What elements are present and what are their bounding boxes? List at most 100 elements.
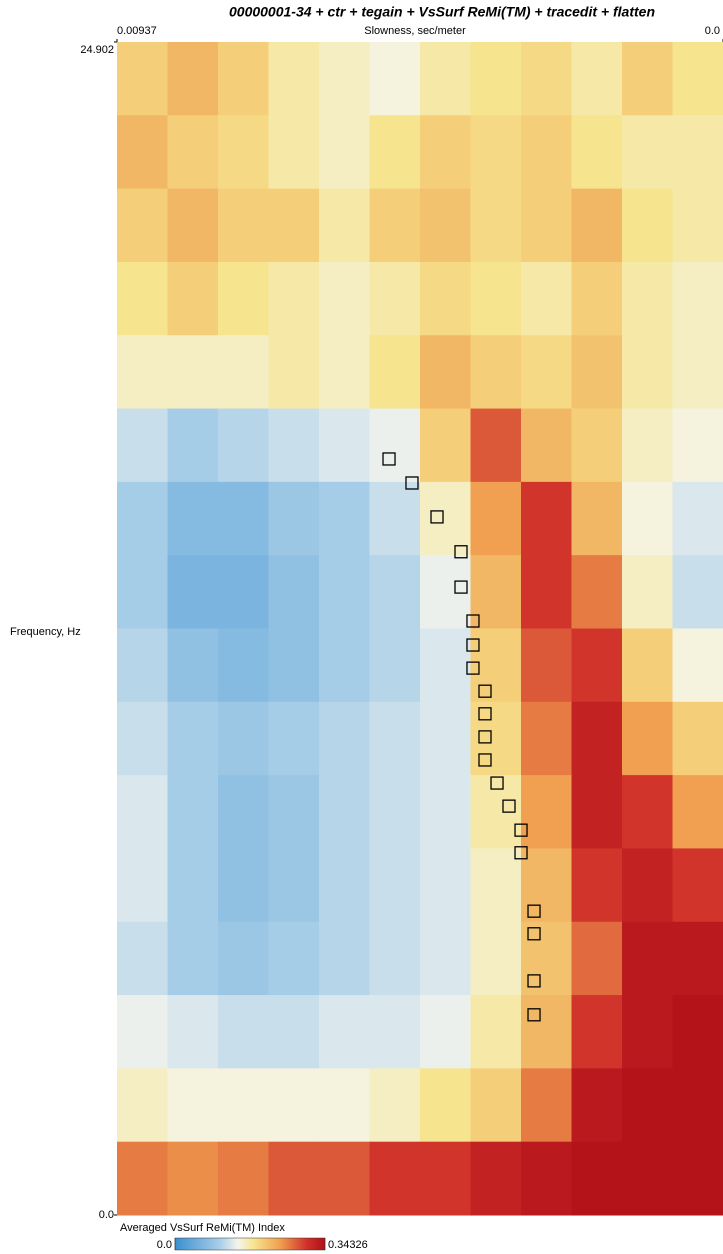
heatmap-cell [117,42,168,116]
heatmap-cell [218,921,269,996]
heatmap-cell [571,701,623,776]
heatmap-cell [268,1068,320,1143]
heatmap-cell [420,775,471,849]
heatmap-cell [521,848,572,923]
heatmap-cell [117,628,168,703]
pick-marker [382,452,396,466]
heatmap-cell [420,1068,471,1143]
heatmap-cell [218,775,269,849]
heatmap-cell [268,1141,320,1216]
pick-marker [466,638,480,652]
y-tick-label: 0.0 [99,1209,114,1221]
heatmap-cell [369,408,421,483]
heatmap-cell [622,628,673,703]
heatmap-cell [268,995,320,1069]
heatmap-cell [672,42,723,116]
heatmap-cell [117,775,168,849]
pick-marker [466,614,480,628]
heatmap-cell [319,481,370,556]
heatmap-cell [319,1068,370,1143]
pick-marker [405,476,419,490]
heatmap-cell [470,408,522,483]
pick-marker [490,776,504,790]
heatmap-cell [521,995,572,1069]
heatmap-cell [319,42,370,116]
heatmap-cell [622,335,673,410]
heatmap-cell [470,261,522,336]
pick-marker [478,753,492,767]
colorbar [174,1237,326,1251]
heatmap-cell [470,335,522,410]
pick-marker [527,927,541,941]
heatmap-cell [470,188,522,263]
pick-marker [502,799,516,813]
heatmap-cell [571,848,623,923]
heatmap-cell [571,115,623,190]
heatmap-cell [672,701,723,776]
heatmap-cell [268,42,320,116]
heatmap-cell [117,115,168,190]
heatmap-cell [521,701,572,776]
heatmap-cell [369,555,421,629]
heatmap-cell [167,1068,219,1143]
heatmap-cell [571,481,623,556]
heatmap-cell [672,995,723,1069]
heatmap-cell [218,408,269,483]
chart-title: 00000001-34 + ctr + tegain + VsSurf ReMi… [229,4,655,20]
heatmap-cell [571,335,623,410]
heatmap-cell [319,188,370,263]
y-axis-label: Frequency, Hz [10,626,81,638]
heatmap-cell [369,995,421,1069]
heatmap-cell [622,408,673,483]
heatmap-cell [369,335,421,410]
heatmap-cell [420,1141,471,1216]
heatmap-cell [268,261,320,336]
heatmap-cell [571,42,623,116]
heatmap-cell [369,115,421,190]
heatmap-cell [117,261,168,336]
heatmap-cell [571,408,623,483]
heatmap-cell [622,701,673,776]
heatmap-cell [622,261,673,336]
heatmap-cell [117,481,168,556]
heatmap-cell [420,995,471,1069]
heatmap-cell [521,628,572,703]
heatmap-cell [268,335,320,410]
heatmap-cell [521,42,572,116]
x-tick-label: 0.00937 [117,25,157,37]
heatmap-cell [672,115,723,190]
heatmap-cell [420,115,471,190]
heatmap-cell [117,995,168,1069]
heatmap-cell [521,115,572,190]
heatmap-cell [167,701,219,776]
heatmap-cell [622,775,673,849]
heatmap-cell [117,1141,168,1216]
heatmap-cell [167,628,219,703]
heatmap-cell [369,1141,421,1216]
heatmap-cell [117,701,168,776]
heatmap-cell [218,848,269,923]
heatmap-cell [521,555,572,629]
colorbar-tick-label: 0.34326 [328,1239,368,1251]
heatmap-cell [470,115,522,190]
heatmap-cell [218,555,269,629]
pick-marker [478,730,492,744]
heatmap-cell [319,848,370,923]
heatmap-cell [420,188,471,263]
heatmap-cell [117,555,168,629]
pick-marker [430,510,444,524]
heatmap-cell [571,188,623,263]
heatmap-cell [470,481,522,556]
heatmap-cell [672,1141,723,1216]
heatmap-cell [672,921,723,996]
pick-marker [527,974,541,988]
y-tick-label: 24.902 [80,44,114,56]
heatmap-cell [319,335,370,410]
heatmap-cell [672,408,723,483]
heatmap-cell [369,188,421,263]
heatmap-cell [268,408,320,483]
colorbar-tick-label: 0.0 [157,1239,172,1251]
heatmap-cell [167,775,219,849]
x-axis-label: Slowness, sec/meter [364,25,466,37]
heatmap-cell [167,115,219,190]
